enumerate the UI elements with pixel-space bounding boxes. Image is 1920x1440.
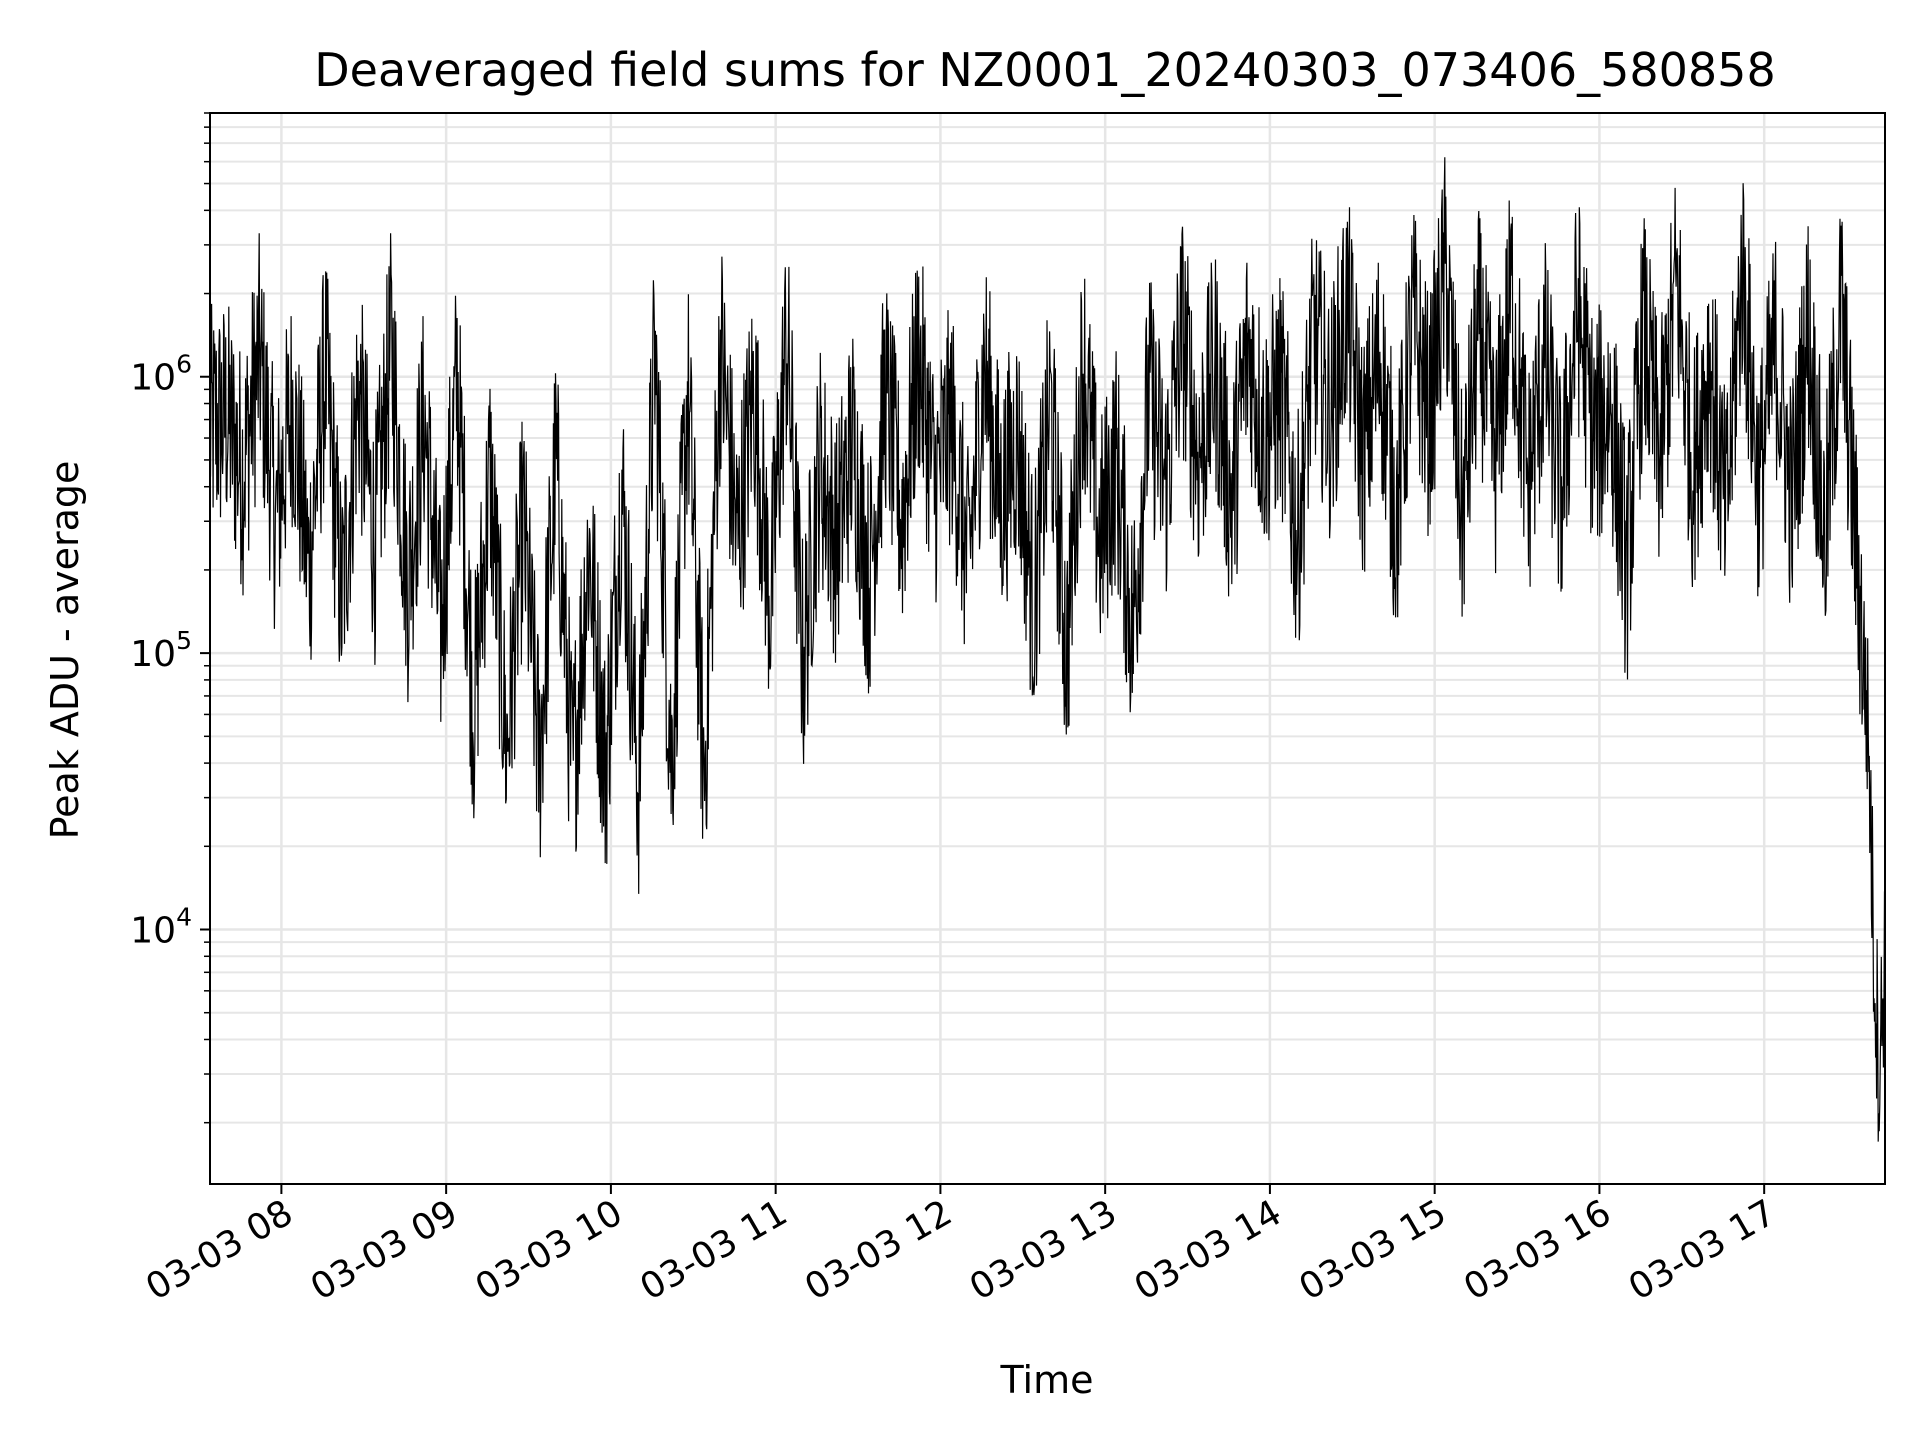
y-gridlines: [210, 112, 1885, 1124]
y-tick-label: 104: [130, 903, 192, 952]
x-tick-label: 03-03 11: [633, 1192, 794, 1308]
x-tick-label: 03-03 14: [1128, 1192, 1289, 1308]
x-tick-label: 03-03 13: [963, 1192, 1124, 1308]
plot-frame: [209, 112, 1886, 1185]
y-axis: 104 105 106: [130, 112, 210, 1124]
y-tick-label: 105: [130, 626, 192, 675]
y-tick-label: 106: [130, 350, 192, 399]
x-tick-label: 03-03 15: [1292, 1192, 1453, 1308]
chart-title: Deaveraged field sums for NZ0001_2024030…: [314, 43, 1775, 97]
x-tick-label: 03-03 09: [304, 1192, 465, 1308]
series-layer: [210, 157, 1885, 1142]
x-tick-label: 03-03 16: [1457, 1192, 1618, 1308]
x-gridlines: [280, 113, 1766, 1184]
x-tick-label: 03-03 08: [139, 1192, 300, 1308]
x-axis-label: Time: [1000, 1358, 1094, 1402]
y-axis-label: Peak ADU - average: [43, 461, 87, 840]
series-line: [210, 157, 1885, 1142]
x-tick-label: 03-03 12: [798, 1192, 959, 1308]
x-tick-label: 03-03 17: [1622, 1192, 1783, 1308]
x-tick-label: 03-03 10: [469, 1192, 630, 1308]
x-axis: 03-03 08 03-03 09 03-03 10 03-03 11 03-03 12…: [139, 1184, 1783, 1309]
